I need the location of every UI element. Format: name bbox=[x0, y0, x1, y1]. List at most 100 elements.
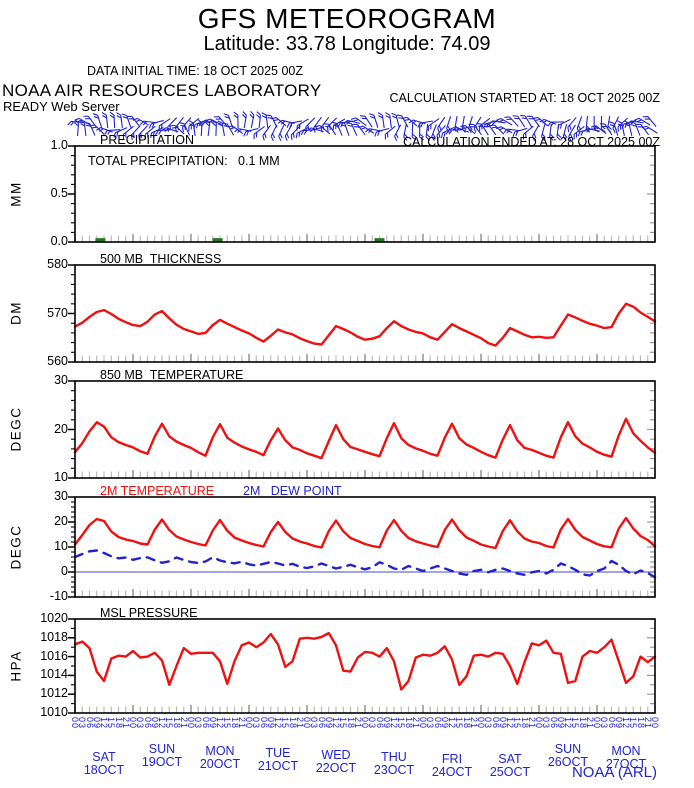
calculation-times: CALCULATION STARTED AT: 18 OCT 2025 00Z … bbox=[340, 62, 660, 178]
organization-name: NOAA AIR RESOURCES LABORATORY bbox=[2, 81, 322, 100]
wind-barb-icon bbox=[590, 125, 607, 135]
y-tick-label: 1010 bbox=[40, 705, 68, 719]
wind-barb-icon bbox=[547, 121, 564, 127]
wind-barb-icon bbox=[437, 116, 446, 133]
series-2m-dew-point bbox=[73, 549, 657, 579]
day-date: 22OCT bbox=[315, 761, 357, 775]
wind-barb-icon bbox=[452, 126, 470, 133]
wind-barb-icon bbox=[212, 119, 217, 137]
y-tick-label: 1012 bbox=[40, 686, 68, 701]
wind-barb-icon bbox=[295, 126, 309, 139]
y-tick-label: 1018 bbox=[40, 629, 68, 644]
panel-frame-thickness bbox=[74, 264, 656, 363]
day-name: WED bbox=[321, 748, 351, 762]
wind-barb-icon bbox=[369, 113, 379, 128]
panel-title-thickness: 500 MB THICKNESS bbox=[100, 252, 222, 266]
wind-barb-icon bbox=[169, 124, 185, 135]
day-label: SAT 18OCT bbox=[75, 751, 133, 777]
panel-frame-temp850 bbox=[74, 380, 656, 479]
day-date: 19OCT bbox=[141, 755, 183, 769]
wind-barb-icon bbox=[496, 117, 513, 126]
wind-barb-icon bbox=[256, 111, 262, 129]
wind-barb-icon bbox=[104, 129, 121, 135]
total-precipitation-text: TOTAL PRECIPITATION: 0.1 MM bbox=[88, 154, 280, 168]
server-name: READY Web Server bbox=[3, 99, 120, 114]
panel-title-850mb-temperature: 850 MB TEMPERATURE bbox=[100, 368, 244, 382]
wind-barb-icon bbox=[440, 126, 455, 139]
wind-barb-icon bbox=[642, 116, 657, 127]
wind-barb-icon bbox=[113, 127, 128, 138]
y-tick-label: 570 bbox=[47, 305, 68, 320]
wind-barb-icon bbox=[243, 128, 259, 137]
wind-barb-icon bbox=[568, 124, 576, 141]
page-title: GFS METEOROGRAM bbox=[197, 3, 497, 34]
series-msl-pressure bbox=[73, 631, 657, 691]
wind-barb-icon bbox=[468, 123, 482, 136]
wind-barb-icon bbox=[573, 125, 585, 140]
panel-frame-precipitation bbox=[74, 145, 656, 243]
day-date: 27OCT bbox=[605, 757, 647, 771]
y-tick-label: 1020 bbox=[40, 611, 68, 625]
wind-barb-icon bbox=[599, 123, 613, 136]
y-tick-label: 580 bbox=[47, 257, 68, 271]
day-label: SUN 19OCT bbox=[133, 743, 191, 769]
day-label: FRI 24OCT bbox=[423, 753, 481, 779]
wind-barb-icon bbox=[138, 125, 148, 141]
y-tick-label: 560 bbox=[47, 354, 68, 368]
wind-barb-icon bbox=[359, 115, 373, 128]
y-tick-label: 20 bbox=[54, 514, 68, 528]
legend-2m-temperature: 2M TEMPERATURE bbox=[100, 484, 215, 498]
wind-barb-icon bbox=[286, 120, 303, 128]
wind-barb-icon bbox=[101, 112, 109, 129]
wind-barb-icon bbox=[188, 117, 200, 132]
day-date: 23OCT bbox=[373, 763, 415, 777]
y-tick-label: 20 bbox=[54, 421, 68, 436]
y-tick-label: -10 bbox=[49, 589, 68, 603]
series-850-mb-temperature bbox=[73, 417, 657, 460]
wind-barb-icon bbox=[323, 123, 337, 136]
wind-barb-icon bbox=[512, 127, 528, 137]
wind-barb-icon bbox=[634, 117, 651, 126]
panel-title-precipitation: PRECIPITATION bbox=[100, 133, 194, 147]
wind-barb-icon bbox=[394, 124, 402, 141]
wind-barb-icon bbox=[144, 125, 156, 140]
day-label: MON 27OCT bbox=[597, 745, 655, 771]
y-tick-label: 1014 bbox=[40, 667, 68, 682]
wind-barb-icon bbox=[520, 114, 533, 128]
wind-barb-icon bbox=[109, 111, 116, 129]
day-label: WED 22OCT bbox=[307, 749, 365, 775]
y-tick-label: 10 bbox=[54, 539, 68, 553]
wind-barb-icon bbox=[92, 113, 103, 128]
noaa-arl-credit: NOAA (ARL) bbox=[571, 764, 657, 781]
day-label: MON 20OCT bbox=[191, 745, 249, 771]
precip-bar bbox=[374, 238, 385, 242]
wind-barb-icon bbox=[425, 123, 431, 141]
wind-barb-icon bbox=[116, 112, 123, 129]
wind-barb-icon bbox=[213, 116, 228, 127]
series-2m-temperature bbox=[73, 516, 657, 550]
y-tick-label: 1.0 bbox=[50, 138, 68, 152]
wind-barb-icon bbox=[567, 117, 577, 133]
wind-barb-icon bbox=[346, 121, 358, 136]
location-subtitle: Latitude: 33.78 Longitude: 74.09 bbox=[203, 33, 491, 55]
wind-barb-icon bbox=[385, 112, 392, 129]
wind-barb-icon bbox=[411, 123, 417, 141]
wind-barb-icon bbox=[262, 124, 272, 141]
data-initial-time: DATA INITIAL TIME: 18 OCT 2025 00Z bbox=[86, 64, 304, 78]
calculation-started: CALCULATION STARTED AT: 18 OCT 2025 00Z bbox=[389, 91, 660, 105]
wind-barb-icon bbox=[402, 116, 418, 127]
wind-barb-icon bbox=[630, 121, 641, 136]
day-date: 20OCT bbox=[199, 757, 241, 771]
wind-barb-icon bbox=[504, 116, 519, 127]
wind-barb-icon bbox=[290, 125, 301, 141]
day-name: TUE bbox=[265, 746, 291, 760]
day-name: SAT bbox=[498, 752, 522, 766]
y-tick-label: 1016 bbox=[40, 648, 68, 663]
wind-barb-icon bbox=[419, 123, 424, 141]
wind-barb-icon bbox=[79, 120, 87, 137]
day-date: 26OCT bbox=[547, 755, 589, 769]
wind-barb-icon bbox=[641, 125, 658, 134]
wind-barb-icon bbox=[384, 125, 396, 140]
